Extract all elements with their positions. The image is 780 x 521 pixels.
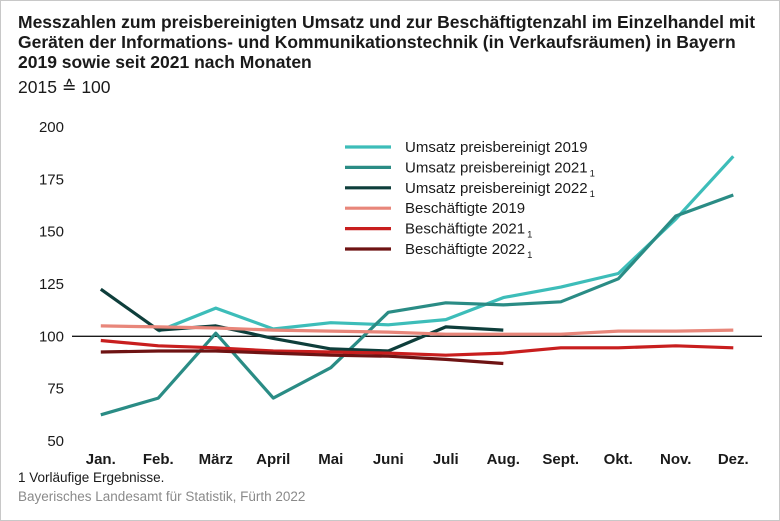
x-tick-label: März — [199, 451, 233, 468]
x-tick-label: Nov. — [660, 451, 691, 468]
x-tick-label: Okt. — [604, 451, 633, 468]
series-line-5 — [100, 338, 734, 357]
series-line-6 — [100, 349, 504, 366]
x-tick-label: Jan. — [86, 451, 116, 468]
y-tick-label: 150 — [39, 224, 64, 241]
legend-label: Beschäftigte 2022 — [405, 241, 525, 258]
y-tick-label: 75 — [47, 381, 64, 398]
y-tick-label: 50 — [47, 433, 64, 450]
legend-label: Beschäftigte 2019 — [405, 200, 525, 217]
chart-title: Messzahlen zum preisbereinigten Umsatz u… — [18, 12, 756, 72]
legend-footnote-marker: 1 — [590, 189, 595, 200]
x-tick-label: Aug. — [487, 451, 520, 468]
source-note: Bayerisches Landesamt für Statistik, Für… — [18, 489, 306, 504]
y-tick-label: 175 — [39, 171, 64, 188]
footnote: 1 Vorläufige Ergebnisse. — [18, 470, 165, 485]
y-tick-label: 200 — [39, 119, 64, 136]
x-tick-label: Feb. — [143, 451, 174, 468]
series-line-4 — [100, 324, 734, 336]
series-line-1 — [157, 155, 735, 333]
legend-footnote-marker: 1 — [527, 230, 532, 241]
x-tick-label: April — [256, 451, 290, 468]
legend-label: Umsatz preisbereinigt 2022 — [405, 180, 588, 197]
x-tick-label: Dez. — [718, 451, 749, 468]
legend-label: Umsatz preisbereinigt 2019 — [405, 139, 588, 156]
x-tick-label: Juni — [373, 451, 404, 468]
chart-subtitle: 2015 ≙ 100 — [18, 77, 111, 97]
y-tick-label: 100 — [39, 328, 64, 345]
x-tick-label: Mai — [318, 451, 343, 468]
series-line-2 — [100, 193, 734, 417]
legend-footnote-marker: 1 — [590, 168, 595, 179]
legend-label: Umsatz preisbereinigt 2021 — [405, 159, 588, 176]
series-line-3 — [99, 287, 504, 353]
y-tick-label: 125 — [39, 276, 64, 293]
x-tick-label: Juli — [433, 451, 459, 468]
x-tick-label: Sept. — [542, 451, 579, 468]
legend-footnote-marker: 1 — [527, 250, 532, 261]
legend-label: Beschäftigte 2021 — [405, 221, 525, 238]
